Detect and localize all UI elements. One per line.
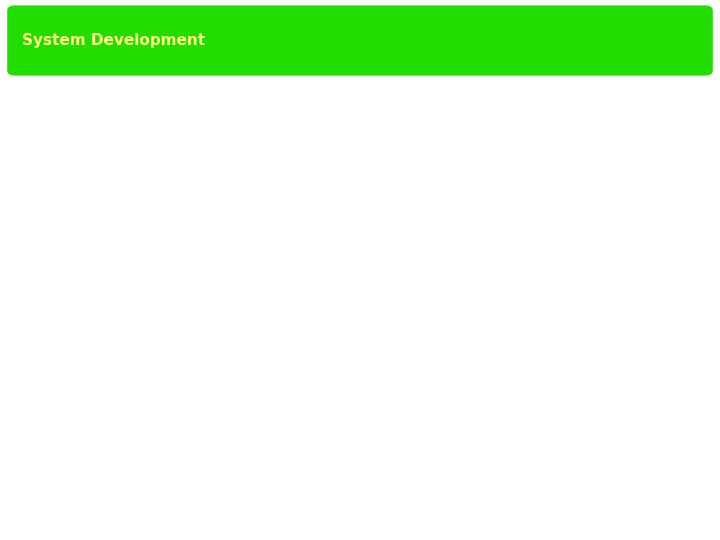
Ellipse shape xyxy=(304,123,674,492)
Text: Construct first
prototype: Construct first prototype xyxy=(459,198,523,233)
Ellipse shape xyxy=(377,195,601,420)
Text: The Spiral Life Cycle Model: The Spiral Life Cycle Model xyxy=(223,66,497,84)
Text: Construct third prototype: Construct third prototype xyxy=(436,147,559,183)
FancyBboxPatch shape xyxy=(285,246,384,369)
Ellipse shape xyxy=(334,152,644,462)
Text: Plan first
iteration: Plan first iteration xyxy=(462,294,516,321)
Text: Construct fourth prototype: Construct fourth prototype xyxy=(429,118,569,153)
Text: Plan next
iteration: Plan next iteration xyxy=(445,416,533,454)
Ellipse shape xyxy=(437,255,541,360)
Ellipse shape xyxy=(361,179,617,435)
FancyBboxPatch shape xyxy=(594,246,693,369)
Text: Construct second
prototype: Construct second prototype xyxy=(454,173,535,211)
Bar xyxy=(285,100,693,515)
Ellipse shape xyxy=(417,235,561,380)
FancyBboxPatch shape xyxy=(407,383,571,487)
Text: Test
and
integrate: Test and integrate xyxy=(604,282,684,333)
Text: Analyze
and
design: Analyze and design xyxy=(300,282,368,333)
Text: System Development: System Development xyxy=(22,33,204,48)
